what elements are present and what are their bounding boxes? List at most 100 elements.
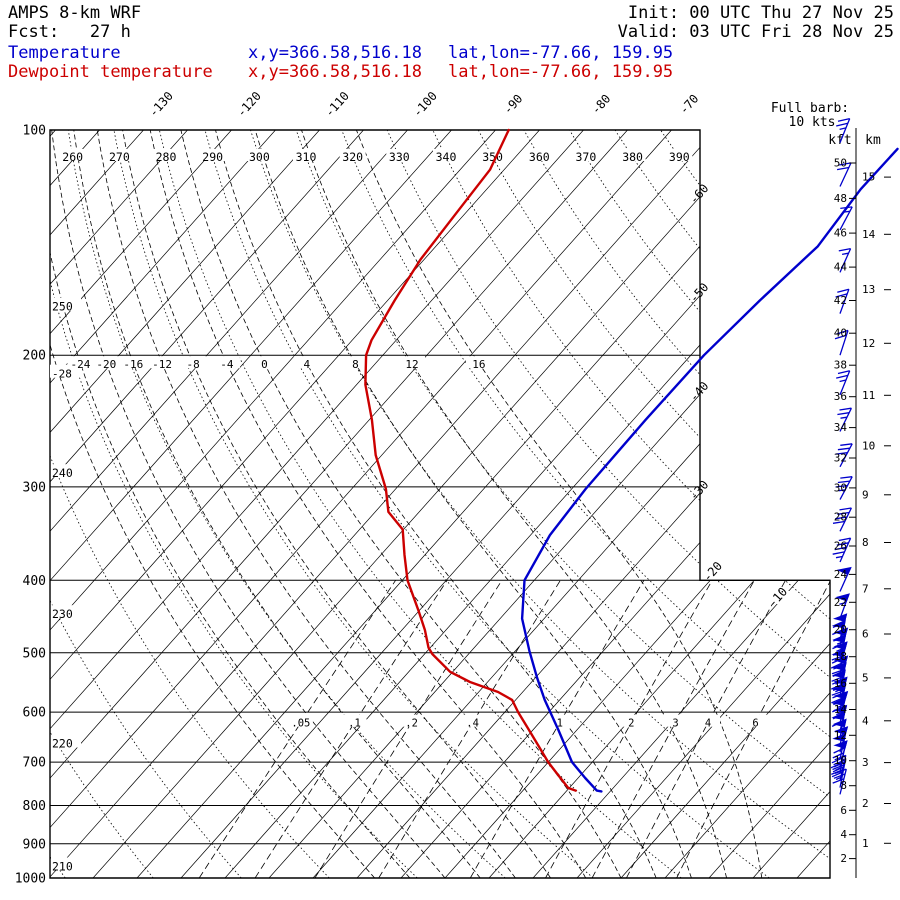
dry-adiabat-label-left: 250 xyxy=(52,300,73,314)
barb-feather xyxy=(832,764,844,771)
isotherm-line xyxy=(50,130,496,878)
barb-staff xyxy=(839,248,852,273)
isotherm-line xyxy=(356,130,830,878)
km-label: 1 xyxy=(862,837,869,850)
barb-half-feather xyxy=(843,210,850,213)
barb-feather xyxy=(839,507,852,511)
mixing-ratio-label: .1 xyxy=(348,718,361,730)
barb-feather xyxy=(840,476,853,479)
kft-label: 38 xyxy=(834,359,847,372)
isotherm-line xyxy=(50,130,408,878)
barb-feather xyxy=(832,766,845,773)
isotherm-label-top: -80 xyxy=(589,92,614,117)
wind-barb xyxy=(834,329,849,356)
km-axis-header: km xyxy=(865,133,881,148)
barb-feather xyxy=(831,757,844,764)
model-title: AMPS 8-km WRF xyxy=(8,3,142,23)
isotherm-line xyxy=(312,130,830,878)
km-label: 6 xyxy=(862,628,869,641)
isotherm-line xyxy=(50,130,540,878)
barb-pennant xyxy=(835,593,850,602)
kft-label: 34 xyxy=(834,421,848,434)
pressure-label: 400 xyxy=(23,574,46,589)
barb-staff xyxy=(839,330,849,356)
dewpoint-latlon: lat,lon=-77.66, 159.95 xyxy=(448,62,674,82)
isotherm-line xyxy=(50,130,452,878)
dry-adiabat-line xyxy=(614,130,830,878)
init-time: Init: 00 UTC Thu 27 Nov 25 xyxy=(627,3,894,23)
barb-feather xyxy=(837,370,850,375)
barb-staff xyxy=(839,768,847,795)
dry-adiabat-line xyxy=(523,130,830,878)
barb-half-feather xyxy=(839,379,847,383)
moist-adiabat-line xyxy=(73,130,481,878)
barb-feather xyxy=(833,761,846,768)
barb-feather xyxy=(836,122,849,127)
moist-adiabat-label: 0 xyxy=(261,358,268,371)
isotherm-line xyxy=(50,130,628,878)
wind-barb xyxy=(836,370,851,396)
kft-label: 30 xyxy=(834,481,847,494)
label-mask xyxy=(386,149,413,161)
moist-adiabat-label: 8 xyxy=(352,358,359,371)
barb-staff xyxy=(839,407,852,432)
label-mask xyxy=(199,149,226,161)
isotherm-line xyxy=(620,130,830,878)
isotherm-line xyxy=(796,130,830,878)
kft-label: 22 xyxy=(834,596,847,609)
isotherm-line xyxy=(50,130,188,878)
label-mask xyxy=(51,464,81,478)
kft-label: 16 xyxy=(834,677,847,690)
moist-adiabat-line xyxy=(180,130,622,878)
isotherm-line xyxy=(664,130,830,878)
dry-adiabat-label-top: 390 xyxy=(669,150,690,164)
km-label: 12 xyxy=(862,337,875,350)
label-mask xyxy=(149,356,176,369)
isotherm-line xyxy=(136,130,804,878)
isotherm-line xyxy=(532,130,830,878)
barb-staff xyxy=(839,162,852,187)
dry-adiabat-line xyxy=(50,130,418,878)
label-mask xyxy=(288,714,313,727)
barb-feather xyxy=(834,334,847,340)
barb-half-feather xyxy=(841,252,849,256)
barb-pennant xyxy=(833,655,849,665)
barb-pennant xyxy=(831,669,846,679)
barb-staff xyxy=(839,288,850,314)
label-mask xyxy=(251,356,278,369)
isotherm-line xyxy=(50,130,672,878)
label-mask xyxy=(399,714,424,727)
kft-label: 28 xyxy=(834,511,847,524)
km-label: 15 xyxy=(862,171,875,184)
mixing-ratio-label: 4 xyxy=(705,718,711,730)
barb-pennant xyxy=(831,697,846,706)
isotherm-line xyxy=(50,130,364,878)
barb-pennant xyxy=(833,641,848,650)
km-label: 13 xyxy=(862,283,875,296)
barb-feather xyxy=(838,247,851,252)
kft-label: 20 xyxy=(834,623,847,636)
mixing-ratio-label: .2 xyxy=(405,718,418,730)
barb-feather xyxy=(837,511,850,515)
barb-feather xyxy=(837,288,850,293)
kft-label: 2 xyxy=(840,852,847,865)
label-mask xyxy=(339,149,366,161)
label-mask xyxy=(51,734,81,748)
barb-feather xyxy=(833,773,846,779)
kft-label: 14 xyxy=(834,703,848,716)
isotherm-line xyxy=(0,130,12,878)
dry-adiabat-label-top: 330 xyxy=(389,150,410,164)
barb-feather xyxy=(831,697,843,704)
full-barb-note-line2: 10 kts xyxy=(789,115,836,130)
isotherm-line xyxy=(50,130,716,878)
label-mask xyxy=(106,149,133,161)
isotherm-line xyxy=(752,130,830,878)
dry-adiabat-line xyxy=(67,130,506,878)
dry-adiabat-label-top: 260 xyxy=(62,150,83,164)
moist-adiabat-line xyxy=(149,130,587,878)
barb-staff xyxy=(839,370,851,396)
barb-staff xyxy=(839,537,852,563)
dewpoint-xy: x,y=366.58,516.18 xyxy=(248,62,422,82)
label-mask xyxy=(180,356,207,369)
